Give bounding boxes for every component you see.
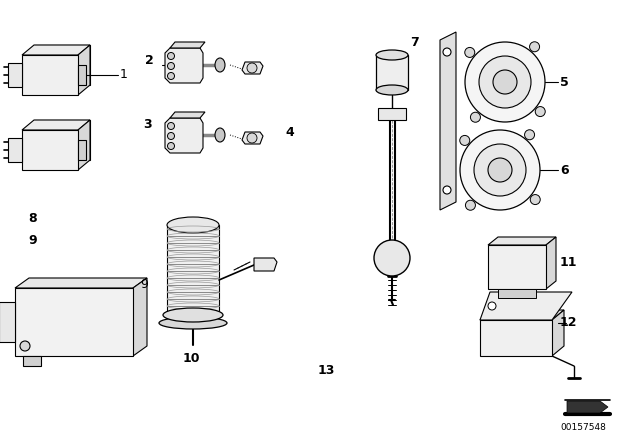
Polygon shape <box>552 310 564 356</box>
Polygon shape <box>546 237 556 289</box>
Ellipse shape <box>215 128 225 142</box>
Text: 9: 9 <box>28 233 36 246</box>
Text: 12: 12 <box>560 316 577 329</box>
Bar <box>376 55 408 90</box>
Text: 5: 5 <box>560 76 569 89</box>
Ellipse shape <box>215 58 225 72</box>
Circle shape <box>168 52 175 60</box>
Bar <box>0 302 15 342</box>
Text: 4: 4 <box>285 125 294 138</box>
Bar <box>22 55 78 95</box>
Ellipse shape <box>376 85 408 95</box>
Bar <box>488 245 546 289</box>
Polygon shape <box>170 42 205 48</box>
Text: 3: 3 <box>143 119 152 132</box>
Circle shape <box>168 142 175 150</box>
Circle shape <box>168 63 175 69</box>
Polygon shape <box>15 278 147 288</box>
Circle shape <box>465 42 545 122</box>
Polygon shape <box>488 237 556 245</box>
Bar <box>22 130 78 170</box>
Polygon shape <box>22 45 90 55</box>
Polygon shape <box>34 45 90 85</box>
Bar <box>8 63 22 87</box>
Bar <box>23 356 41 366</box>
Circle shape <box>488 158 512 182</box>
Polygon shape <box>480 310 564 320</box>
Polygon shape <box>254 258 277 271</box>
Polygon shape <box>133 278 147 356</box>
Circle shape <box>465 200 476 210</box>
Bar <box>167 225 219 315</box>
Circle shape <box>465 47 475 57</box>
Polygon shape <box>78 120 90 170</box>
Polygon shape <box>165 48 203 83</box>
Polygon shape <box>242 62 263 74</box>
Ellipse shape <box>163 308 223 322</box>
Polygon shape <box>22 120 90 130</box>
Circle shape <box>460 135 470 146</box>
Ellipse shape <box>167 217 219 233</box>
Text: 2: 2 <box>145 53 154 66</box>
Ellipse shape <box>247 133 257 143</box>
Circle shape <box>470 112 481 122</box>
Polygon shape <box>567 401 608 413</box>
Polygon shape <box>242 132 263 144</box>
Polygon shape <box>78 45 90 95</box>
Polygon shape <box>170 112 205 118</box>
Circle shape <box>168 122 175 129</box>
Polygon shape <box>165 118 203 153</box>
Text: 1: 1 <box>120 69 128 82</box>
Circle shape <box>493 70 517 94</box>
Ellipse shape <box>159 317 227 329</box>
Text: 9: 9 <box>140 279 148 292</box>
Circle shape <box>529 42 540 52</box>
Circle shape <box>479 56 531 108</box>
Circle shape <box>460 130 540 210</box>
Bar <box>498 289 536 298</box>
Bar <box>78 65 86 85</box>
Text: 7: 7 <box>410 35 419 48</box>
Ellipse shape <box>376 50 408 60</box>
Text: 6: 6 <box>560 164 568 177</box>
Circle shape <box>443 186 451 194</box>
Circle shape <box>474 144 526 196</box>
Bar <box>378 108 406 120</box>
Circle shape <box>168 133 175 139</box>
Text: 10: 10 <box>183 353 200 366</box>
Circle shape <box>168 73 175 79</box>
Ellipse shape <box>247 63 257 73</box>
Text: 11: 11 <box>560 257 577 270</box>
Circle shape <box>20 341 30 351</box>
Polygon shape <box>480 292 572 320</box>
Polygon shape <box>34 120 90 160</box>
Polygon shape <box>440 32 456 210</box>
Bar <box>480 320 552 356</box>
Circle shape <box>488 302 496 310</box>
Circle shape <box>525 130 534 140</box>
Circle shape <box>535 107 545 116</box>
Text: 8: 8 <box>28 211 36 224</box>
Text: 13: 13 <box>318 363 335 376</box>
Bar <box>8 138 22 162</box>
Bar <box>78 140 86 160</box>
Circle shape <box>374 240 410 276</box>
Circle shape <box>443 48 451 56</box>
Circle shape <box>530 194 540 205</box>
Text: 00157548: 00157548 <box>560 423 606 432</box>
Bar <box>15 288 133 356</box>
